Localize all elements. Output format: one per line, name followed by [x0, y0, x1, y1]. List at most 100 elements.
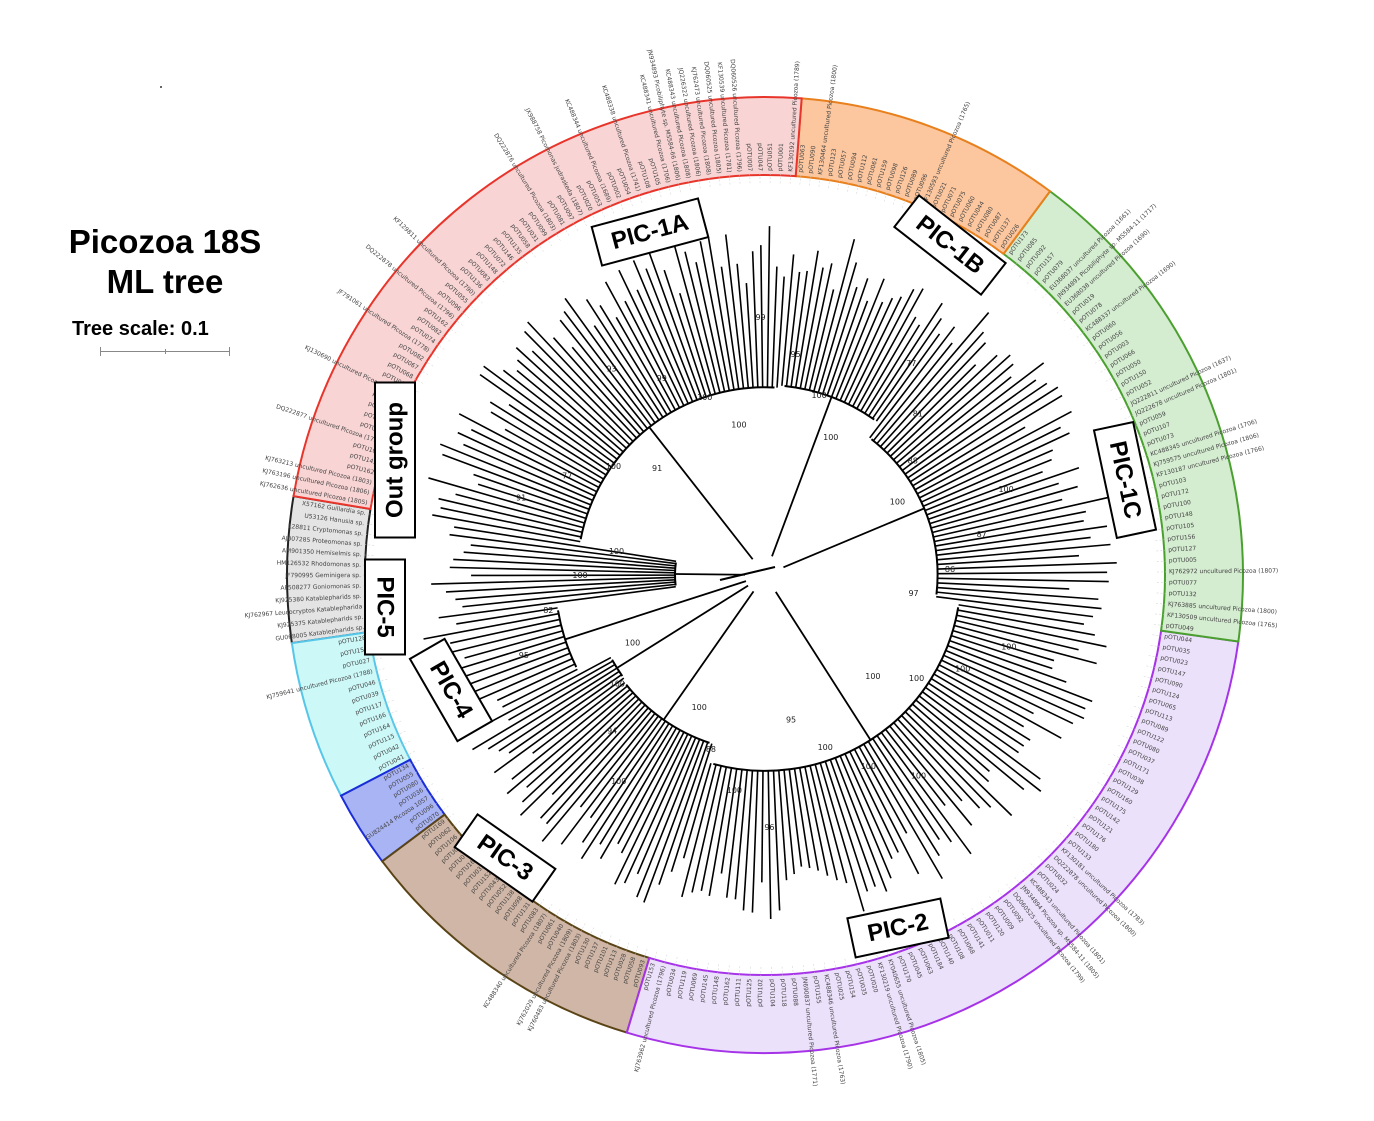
tree-branch [571, 346, 645, 433]
leaf-guide [1022, 870, 1030, 879]
clade-label-box [892, 193, 1008, 297]
leaf-guide [706, 962, 709, 973]
bootstrap-value: 81 [913, 410, 923, 419]
tree-branch [868, 302, 943, 417]
leaf-guide [419, 369, 429, 375]
tree-branch [643, 740, 705, 903]
leaf-guide [1079, 808, 1089, 815]
clade-stem [775, 591, 872, 741]
leaf-guide [396, 730, 406, 736]
clade-sector-pic2 [625, 629, 1240, 1054]
leaf-guide [643, 948, 648, 959]
leaf-guide [440, 805, 449, 813]
tree-branch [431, 576, 676, 585]
leaf-label: pOTU145 [699, 974, 710, 1003]
tree-branch [438, 497, 583, 534]
leaf-label: pOTU132 [1168, 590, 1197, 598]
tree-branch [506, 688, 631, 795]
leaf-label: pOTU049 [1165, 622, 1194, 632]
leaf-label: pOTU162 [722, 977, 732, 1006]
tree-branch [875, 333, 941, 422]
tree-branch [671, 236, 717, 395]
tree-branch [904, 711, 1013, 817]
tree-branch [695, 262, 726, 392]
tree-branch [872, 738, 940, 841]
tree-branch [880, 732, 972, 855]
tree-branch [783, 769, 796, 875]
leaf-label: pOTU155 [812, 975, 822, 1004]
leaf-guide [668, 184, 672, 195]
tree-branch [521, 695, 637, 803]
clade-stem [783, 507, 925, 569]
tree-branch [463, 551, 676, 569]
tree-branch [932, 498, 1063, 534]
bootstrap-value: 100 [697, 393, 712, 402]
leaf-guide [980, 902, 987, 911]
tree-branch [760, 245, 764, 388]
leaf-guide [813, 963, 816, 974]
tree-branch [858, 746, 908, 834]
leaf-guide [1130, 716, 1141, 721]
tree-branch [908, 707, 990, 783]
leaf-guide [410, 759, 420, 765]
tree-branch [515, 347, 627, 449]
leaf-label: KJ762972 uncultured Picozoa (1807) [1169, 568, 1278, 576]
leaf-label: pOTU069 [688, 972, 700, 1001]
leaf-guide [1089, 348, 1098, 355]
tree-branch [470, 544, 676, 567]
tree-branch [504, 428, 602, 484]
tree-branch [852, 288, 915, 407]
tree-branch [457, 431, 595, 497]
leaf-guide [442, 335, 451, 342]
leaf-label: pOTU118 [779, 978, 787, 1007]
bootstrap-value: 100 [865, 672, 880, 681]
leaf-guide [902, 198, 907, 208]
leaf-guide [571, 918, 577, 928]
leaf-guide [1056, 306, 1065, 314]
leaf-label: pOTU156 [1167, 533, 1196, 542]
tree-branch [957, 609, 1095, 636]
leaf-guide [1066, 824, 1075, 832]
leaf-guide [391, 720, 402, 725]
tree-branch [872, 342, 953, 442]
leaf-guide [893, 195, 897, 205]
tree-branch [508, 660, 614, 721]
tree-branch [498, 670, 620, 752]
tree-branch [949, 639, 1067, 683]
tree-branch [936, 595, 1094, 618]
tree-branch [620, 731, 685, 854]
leaf-guide [1063, 314, 1072, 322]
leaf-guide [678, 182, 681, 193]
tree-branch [853, 748, 920, 875]
leaf-guide [414, 767, 424, 774]
tree-branch [440, 507, 582, 538]
leaf-guide [1124, 414, 1134, 420]
tree-branch [876, 312, 990, 445]
leaf-guide [828, 178, 831, 189]
tree-branch [794, 250, 819, 388]
clade-label-box [590, 197, 710, 267]
tree-branch [767, 770, 772, 920]
tree-branch [707, 237, 735, 390]
tree-branch [589, 718, 663, 819]
leaf-guide [856, 184, 860, 194]
bootstrap-value: 100 [998, 485, 1013, 494]
clade-stem [771, 396, 833, 557]
leaf-guide [728, 965, 730, 976]
tree-branch [456, 607, 558, 625]
tree-branch [472, 663, 616, 751]
tree-branch [462, 583, 676, 608]
leaf-guide [554, 909, 561, 918]
tree-branch [936, 543, 1111, 561]
leaf-guide [1155, 613, 1166, 616]
tree-branch [956, 614, 1107, 648]
leaf-guide [546, 903, 553, 913]
leaf-label: pOTU104 [768, 979, 775, 1007]
bootstrap-value: 88 [908, 457, 918, 466]
tree-branch [477, 656, 612, 730]
bootstrap-value: 100 [861, 762, 876, 771]
leaf-guide [1113, 754, 1123, 760]
leaf-guide [1156, 550, 1167, 552]
tree-branch [742, 770, 754, 911]
